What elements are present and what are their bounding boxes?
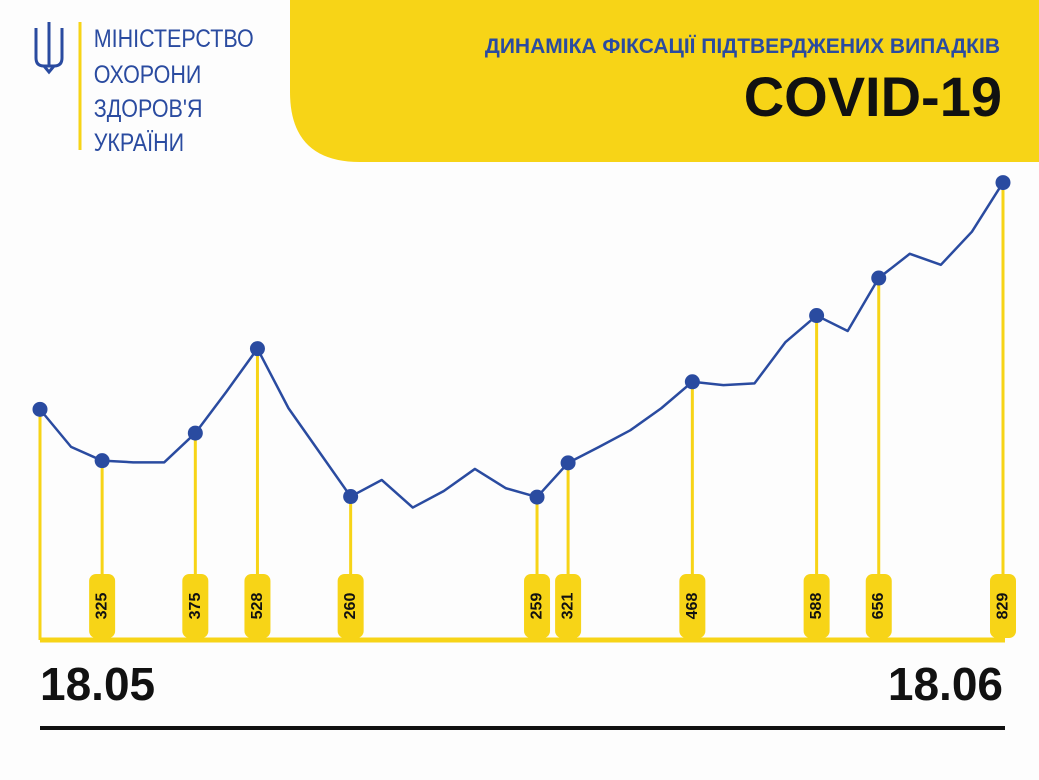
value-label: 528	[249, 593, 266, 620]
value-label: 259	[529, 593, 546, 620]
chart-subtitle: COVID-19	[744, 65, 1002, 128]
value-label: 468	[684, 593, 701, 620]
label-box	[555, 574, 582, 638]
value-label: 656	[870, 593, 887, 620]
label-box	[803, 574, 830, 638]
point	[684, 374, 700, 390]
point	[995, 175, 1011, 191]
label-box	[337, 574, 364, 638]
point	[809, 308, 825, 324]
date-label: 18.06	[888, 658, 1003, 710]
point	[560, 455, 576, 471]
label-box	[89, 574, 116, 638]
plot: 325 375 528 260 259 321 468 588 656 829 18.05 18.06	[32, 175, 1016, 710]
label-box	[182, 574, 209, 638]
header-panel	[290, 0, 1039, 162]
value-label: 375	[187, 593, 204, 620]
value-label: 588	[808, 593, 825, 620]
point	[187, 425, 203, 441]
ministry-line: УКРАЇНИ	[94, 128, 184, 156]
value-label: 829	[995, 593, 1012, 620]
point	[94, 453, 110, 469]
point	[343, 489, 359, 505]
trident-logo	[34, 22, 64, 75]
ministry-line: МІНІСТЕРСТВО	[94, 24, 254, 52]
value-label: 321	[560, 593, 577, 620]
ministry-line: ОХОРОНИ	[94, 60, 202, 88]
label-box	[524, 574, 551, 638]
ministry-name: МІНІСТЕРСТВО ОХОРОНИ ЗДОРОВ'Я УКРАЇНИ	[94, 24, 254, 156]
point	[249, 341, 265, 357]
value-label: 325	[94, 593, 111, 620]
label-box	[244, 574, 271, 638]
label-box	[865, 574, 892, 638]
point	[529, 489, 545, 505]
label-box	[990, 574, 1016, 638]
date-label: 18.05	[40, 658, 155, 710]
data-line	[39, 181, 1005, 509]
value-label: 260	[342, 593, 359, 620]
point	[871, 270, 887, 286]
chart-title: ДИНАМІКА ФІКСАЦІЇ ПІДТВЕРДЖЕНИХ ВИПАДКІВ	[485, 35, 1000, 58]
ministry-line: ЗДОРОВ'Я	[94, 94, 203, 122]
label-box	[679, 574, 706, 638]
point	[32, 401, 48, 417]
